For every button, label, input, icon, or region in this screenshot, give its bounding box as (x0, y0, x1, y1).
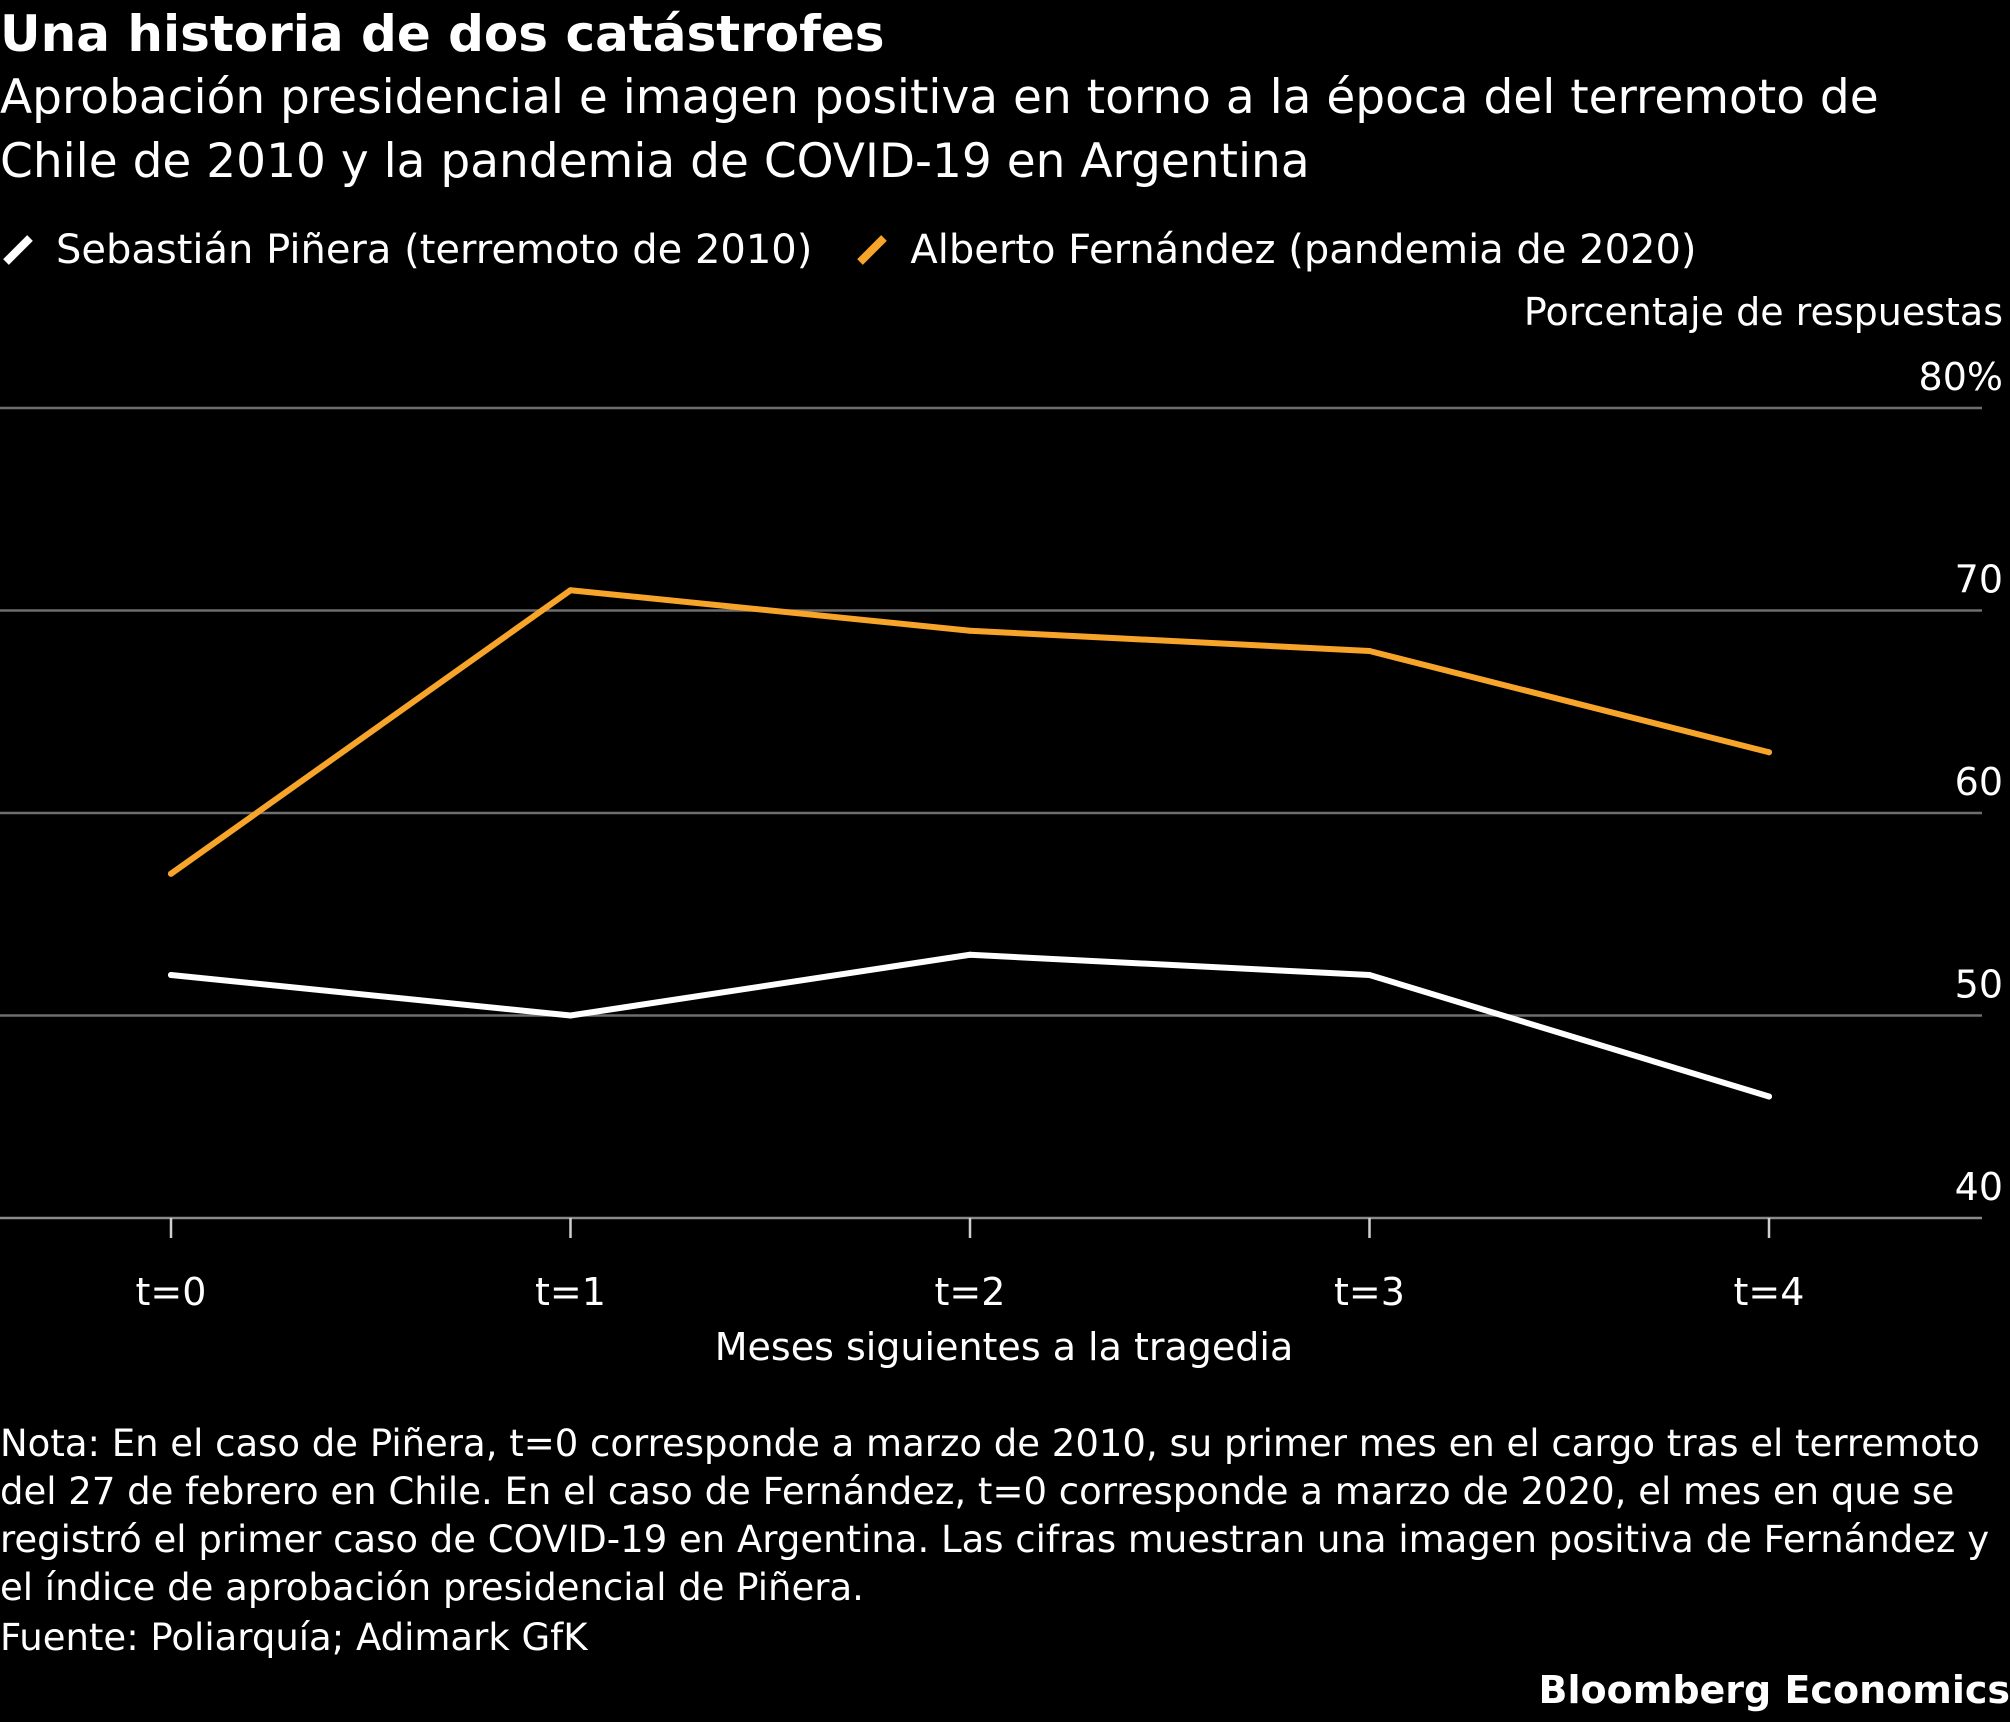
y-tick-label: 80% (1919, 355, 2003, 399)
brand-logo-text: Bloomberg Economics (1538, 1668, 2010, 1712)
chart-subtitle: Aprobación presidencial e imagen positiv… (0, 70, 1879, 189)
legend-label-pinera: Sebastián Piñera (terremoto de 2010) (56, 227, 813, 273)
y-tick-label: 70 (1955, 558, 2003, 602)
data-point (1766, 1093, 1772, 1100)
x-tick-label: t=0 (136, 1270, 207, 1314)
data-point (567, 1012, 574, 1019)
data-point (168, 972, 174, 978)
y-axis-title: Porcentaje de respuestas (1524, 290, 2003, 334)
x-tick-label: t=1 (535, 1270, 606, 1314)
data-point (967, 951, 973, 958)
y-tick-label: 50 (1955, 963, 2003, 1007)
legend-label-fernandez: Alberto Fernández (pandemia de 2020) (910, 227, 1697, 273)
footnote: Nota: En el caso de Piñera, t=0 correspo… (0, 1422, 1990, 1609)
legend-swatch-fernandez (857, 235, 888, 265)
legend-item-fernandez: Alberto Fernández (pandemia de 2020) (854, 227, 1697, 273)
legend-swatch-pinera (3, 235, 33, 265)
data-point (567, 587, 574, 594)
data-point (1366, 972, 1373, 978)
data-point (1366, 648, 1373, 654)
y-tick-label: 40 (1955, 1165, 2003, 1209)
line-chart: Porcentaje de respuestas 40 50 60 70 80% t=0 t=… (0, 290, 2003, 1369)
chart-title: Una historia de dos catástrofes (0, 5, 885, 63)
x-axis-title: Meses siguientes a la tragedia (715, 1325, 1294, 1369)
y-tick-label: 60 (1955, 760, 2003, 804)
x-tick-label: t=4 (1734, 1270, 1805, 1314)
series-line-pinera (168, 951, 1772, 1100)
data-point (967, 627, 973, 634)
data-point (168, 870, 174, 877)
x-tick-label: t=2 (935, 1270, 1006, 1314)
source-note: Fuente: Poliarquía; Adimark GfK (0, 1616, 588, 1659)
x-tick-label: t=3 (1334, 1270, 1405, 1314)
legend: Sebastián Piñera (terremoto de 2010) Alb… (0, 222, 1739, 278)
legend-item-pinera: Sebastián Piñera (terremoto de 2010) (0, 227, 812, 273)
data-point (1766, 749, 1772, 756)
